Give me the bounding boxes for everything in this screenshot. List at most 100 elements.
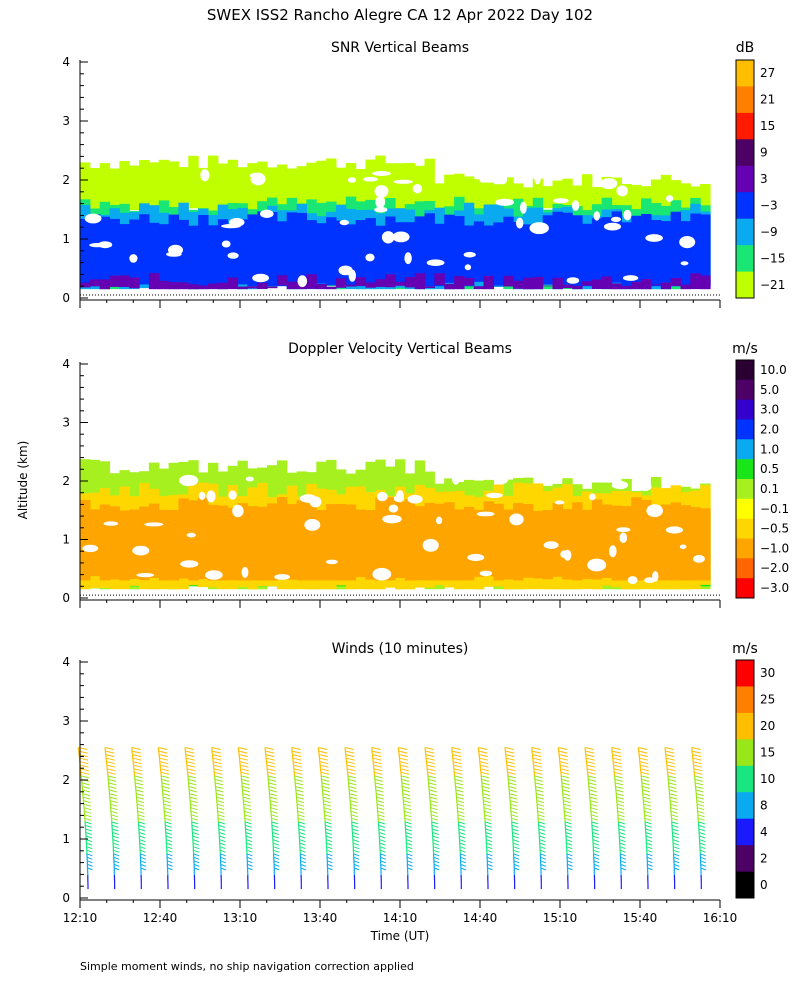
wind-barb-flag [298,832,306,835]
wind-barb-flag [428,778,437,782]
wind-barb-flag [192,828,199,832]
wind-barb-flag [639,757,649,761]
wind-barb-flag [430,810,438,814]
snr-cell [148,222,160,285]
snr-cell [198,215,209,287]
wind-barb-flag [590,803,598,807]
wind-barb-flag [189,793,198,797]
wind-barb-flag [535,789,544,793]
wind-barb-flag [513,863,520,867]
wind-barb-flag [191,821,199,825]
wind-barb-flag [480,764,489,768]
wind-barb-flag [619,849,626,853]
snr-cell [572,215,583,287]
wind-barb-flag [112,828,119,832]
snr-cell [99,163,111,213]
wind-barb-flag [164,817,172,821]
wind-barb-flag [271,814,279,818]
colorbar-swatch [736,765,754,793]
wind-barb-flag [165,824,172,828]
wind-barb-flag [82,796,91,800]
wind-barb-flag [241,778,250,782]
wind-barb-column [184,747,200,890]
colorbar-label: 1.0 [760,442,779,456]
wind-barb-column [637,747,653,890]
wind-barb-flag [138,821,146,825]
doppler-gap [232,504,244,518]
wind-barb-flag [140,856,146,860]
wind-barb-flag [296,796,304,800]
doppler-cell [572,502,583,581]
wind-barb-flag [220,856,226,860]
wind-barb-flag [617,807,625,811]
wind-barb-flag [380,863,386,867]
wind-barb-flag [641,775,650,779]
wind-barb-flag [673,860,680,864]
wind-barb-flag [242,793,251,797]
wind-barb-flag [354,867,360,871]
wind-barb-flag [459,839,466,843]
wind-barb-flag [456,793,464,797]
wind-barb-flag [113,860,120,864]
wind-barb-flag [219,839,226,843]
wind-barb-flag [565,835,573,839]
wind-barb-flag [106,761,116,765]
wind-barb-flag [484,810,492,814]
wind-barb-flag [84,821,92,825]
wind-barb-flag [639,761,649,765]
snr-cell [267,167,278,210]
snr-cell [99,216,111,287]
wind-barb-flag [618,828,626,832]
wind-barb-flag [561,775,570,779]
wind-barb-flag [240,768,249,772]
snr-cell [375,155,386,213]
snr-gaps [84,169,696,288]
wind-barb-flag [133,761,142,765]
wind-barb-flag [273,863,280,867]
wind-barb-flag [215,786,224,789]
doppler-gap [103,521,119,526]
wind-barb-flag [536,803,545,807]
doppler-cell [267,503,278,581]
wind-barb-flag [347,768,356,772]
wind-barb-flag [220,867,226,871]
doppler-cell [129,509,140,579]
snr-gap [600,178,618,190]
doppler-cell [178,498,189,579]
doppler-gap [388,504,399,513]
wind-barb-flag [349,793,358,797]
wind-barb-flag [265,757,275,761]
wind-barb-flag [214,778,223,782]
wind-barb-flag [346,761,356,765]
snr-cell [700,184,711,213]
wind-barb-flag [400,764,409,768]
wind-barb-flag [481,778,490,782]
wind-barb-flag [504,747,515,750]
colorbar-label: 30 [760,666,775,680]
doppler-cell [641,499,652,581]
wind-barb-flag [536,793,544,797]
wind-barb-flag [401,778,410,782]
wind-barb-flag [638,750,648,754]
wind-barb-flag [243,803,251,807]
snr-layer [80,273,711,290]
doppler-cell [99,504,111,581]
colorbar-frame [735,59,755,299]
wind-barb-flag [219,846,226,850]
wind-barb-flag [138,828,146,832]
wind-barb-flag [218,821,226,825]
wind-barb-flag [619,839,626,843]
doppler-gap [180,560,199,568]
wind-barb-column [531,747,546,890]
snr-gap [611,216,621,223]
snr-cell [552,211,563,287]
snr-cell [335,167,347,213]
winds-colorbar-unit: m/s [732,641,758,657]
doppler-cell [532,510,544,579]
colorbar-label: 2.0 [760,422,779,436]
doppler-cell [227,507,239,581]
snr-cell [493,222,504,286]
wind-barb-flag [700,867,706,871]
wind-barb-flag [460,856,466,860]
